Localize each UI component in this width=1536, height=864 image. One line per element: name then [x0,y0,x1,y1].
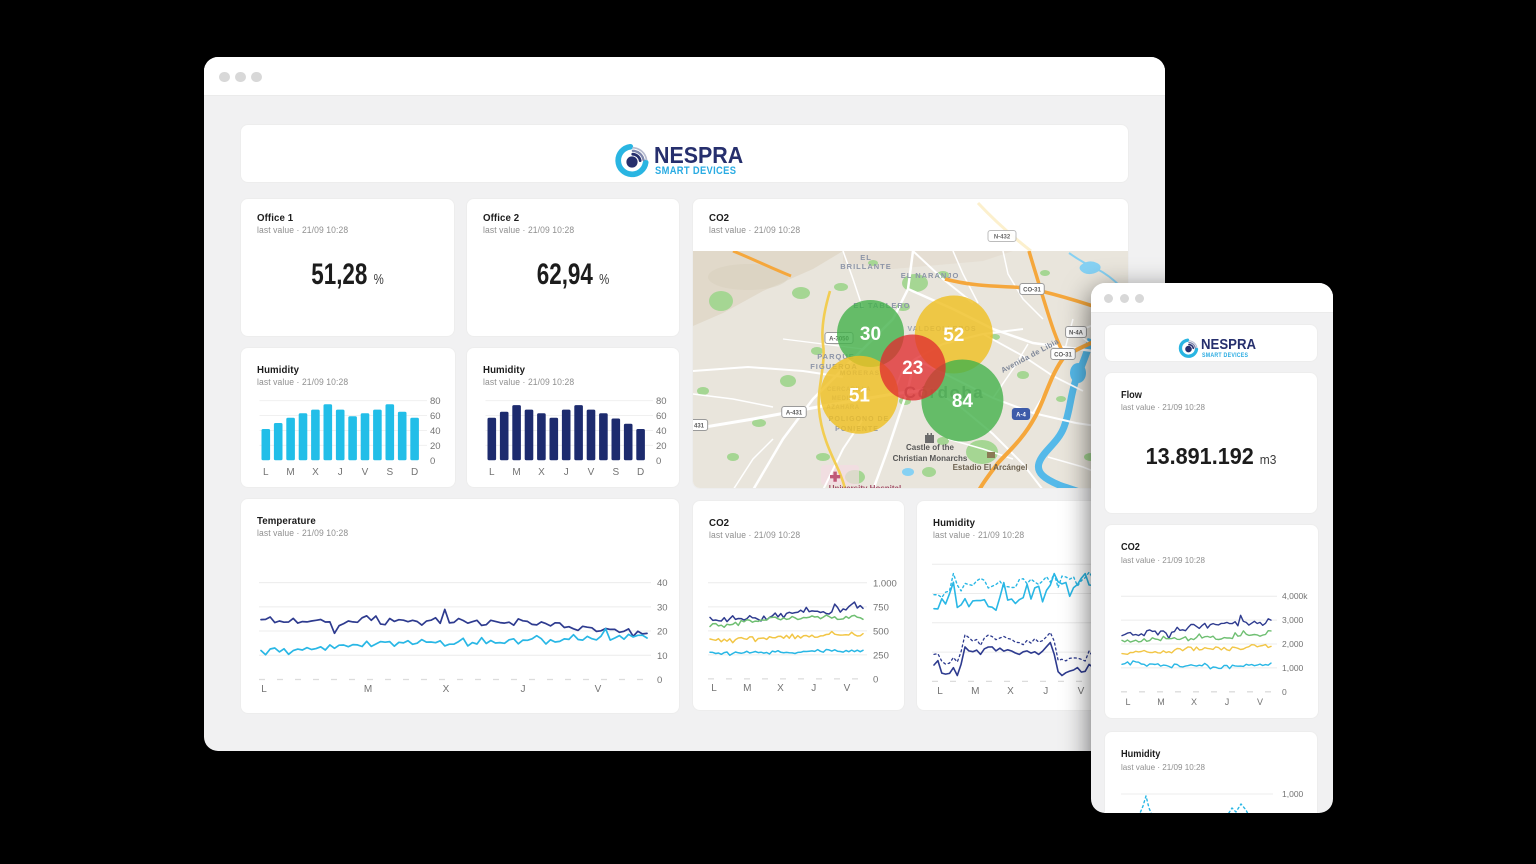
svg-text:1,000: 1,000 [1282,789,1304,799]
svg-text:V: V [362,467,369,478]
svg-text:40: 40 [657,578,668,589]
svg-text:D: D [637,467,644,478]
svg-text:S: S [386,467,393,478]
svg-text:1,000: 1,000 [1282,663,1304,673]
svg-text:0: 0 [873,674,878,685]
svg-text:BRILLANTE: BRILLANTE [840,262,892,271]
svg-text:A-431: A-431 [786,411,803,417]
svg-text:0: 0 [656,456,661,467]
svg-text:D: D [411,467,418,478]
svg-text:750: 750 [873,602,889,613]
svg-text:J: J [1225,697,1230,707]
svg-text:30: 30 [657,602,668,613]
svg-text:V: V [588,467,595,478]
svg-text:V: V [1078,686,1085,697]
svg-text:M: M [743,683,751,694]
svg-text:L: L [489,467,495,478]
svg-text:J: J [521,684,526,695]
svg-text:40: 40 [430,426,441,437]
svg-text:431: 431 [694,424,705,430]
svg-text:52: 52 [943,325,964,346]
svg-text:J: J [564,467,569,478]
svg-text:23: 23 [902,358,923,379]
svg-text:20: 20 [656,441,667,452]
svg-text:250: 250 [873,650,889,661]
svg-text:M: M [286,467,294,478]
svg-text:500: 500 [873,626,889,637]
svg-text:N-432: N-432 [994,235,1011,241]
svg-text:S: S [612,467,619,478]
svg-text:EL: EL [860,253,872,262]
svg-text:0: 0 [1282,687,1287,697]
svg-text:4,000k: 4,000k [1282,591,1308,601]
svg-text:L: L [711,683,717,694]
svg-text:10: 10 [657,651,668,662]
svg-text:0: 0 [430,456,435,467]
svg-text:CO-31: CO-31 [1023,288,1041,294]
svg-text:M: M [1157,697,1165,707]
svg-text:2,000: 2,000 [1282,639,1304,649]
svg-text:40: 40 [656,426,667,437]
svg-text:X: X [538,467,545,478]
svg-text:M: M [512,467,520,478]
svg-text:N-4A: N-4A [1069,331,1084,337]
svg-text:80: 80 [430,396,441,407]
svg-text:X: X [443,684,450,695]
svg-text:L: L [937,686,943,697]
svg-text:L: L [263,467,269,478]
svg-text:51: 51 [849,385,871,406]
svg-text:0: 0 [657,675,662,686]
svg-text:20: 20 [657,627,668,638]
svg-text:1.000: 1.000 [873,578,897,589]
svg-text:M: M [364,684,372,695]
svg-text:V: V [844,683,851,694]
svg-text:60: 60 [656,411,667,422]
svg-text:X: X [777,683,784,694]
svg-text:X: X [1191,697,1197,707]
svg-text:V: V [595,684,602,695]
svg-text:X: X [312,467,319,478]
svg-text:EL NARANJO: EL NARANJO [901,271,960,280]
svg-text:J: J [1043,686,1048,697]
svg-text:University Hospital: University Hospital [829,484,901,489]
svg-text:Castle of the: Castle of the [906,443,955,452]
svg-text:84: 84 [952,391,974,412]
svg-text:60: 60 [430,411,441,422]
svg-text:PARQUE: PARQUE [817,352,855,361]
svg-text:Estadio El Arcángel: Estadio El Arcángel [953,463,1028,472]
svg-text:V: V [1257,697,1263,707]
svg-text:20: 20 [430,441,441,452]
svg-text:J: J [811,683,816,694]
svg-text:L: L [1125,697,1130,707]
svg-text:80: 80 [656,396,667,407]
svg-text:L: L [261,684,267,695]
svg-text:J: J [338,467,343,478]
svg-text:X: X [1007,686,1014,697]
svg-text:A-4: A-4 [1016,413,1026,419]
svg-text:3,000: 3,000 [1282,615,1304,625]
svg-text:M: M [971,686,979,697]
svg-text:30: 30 [860,324,881,345]
svg-text:CO-31: CO-31 [1054,353,1072,359]
svg-text:Christian Monarchs: Christian Monarchs [893,454,968,463]
